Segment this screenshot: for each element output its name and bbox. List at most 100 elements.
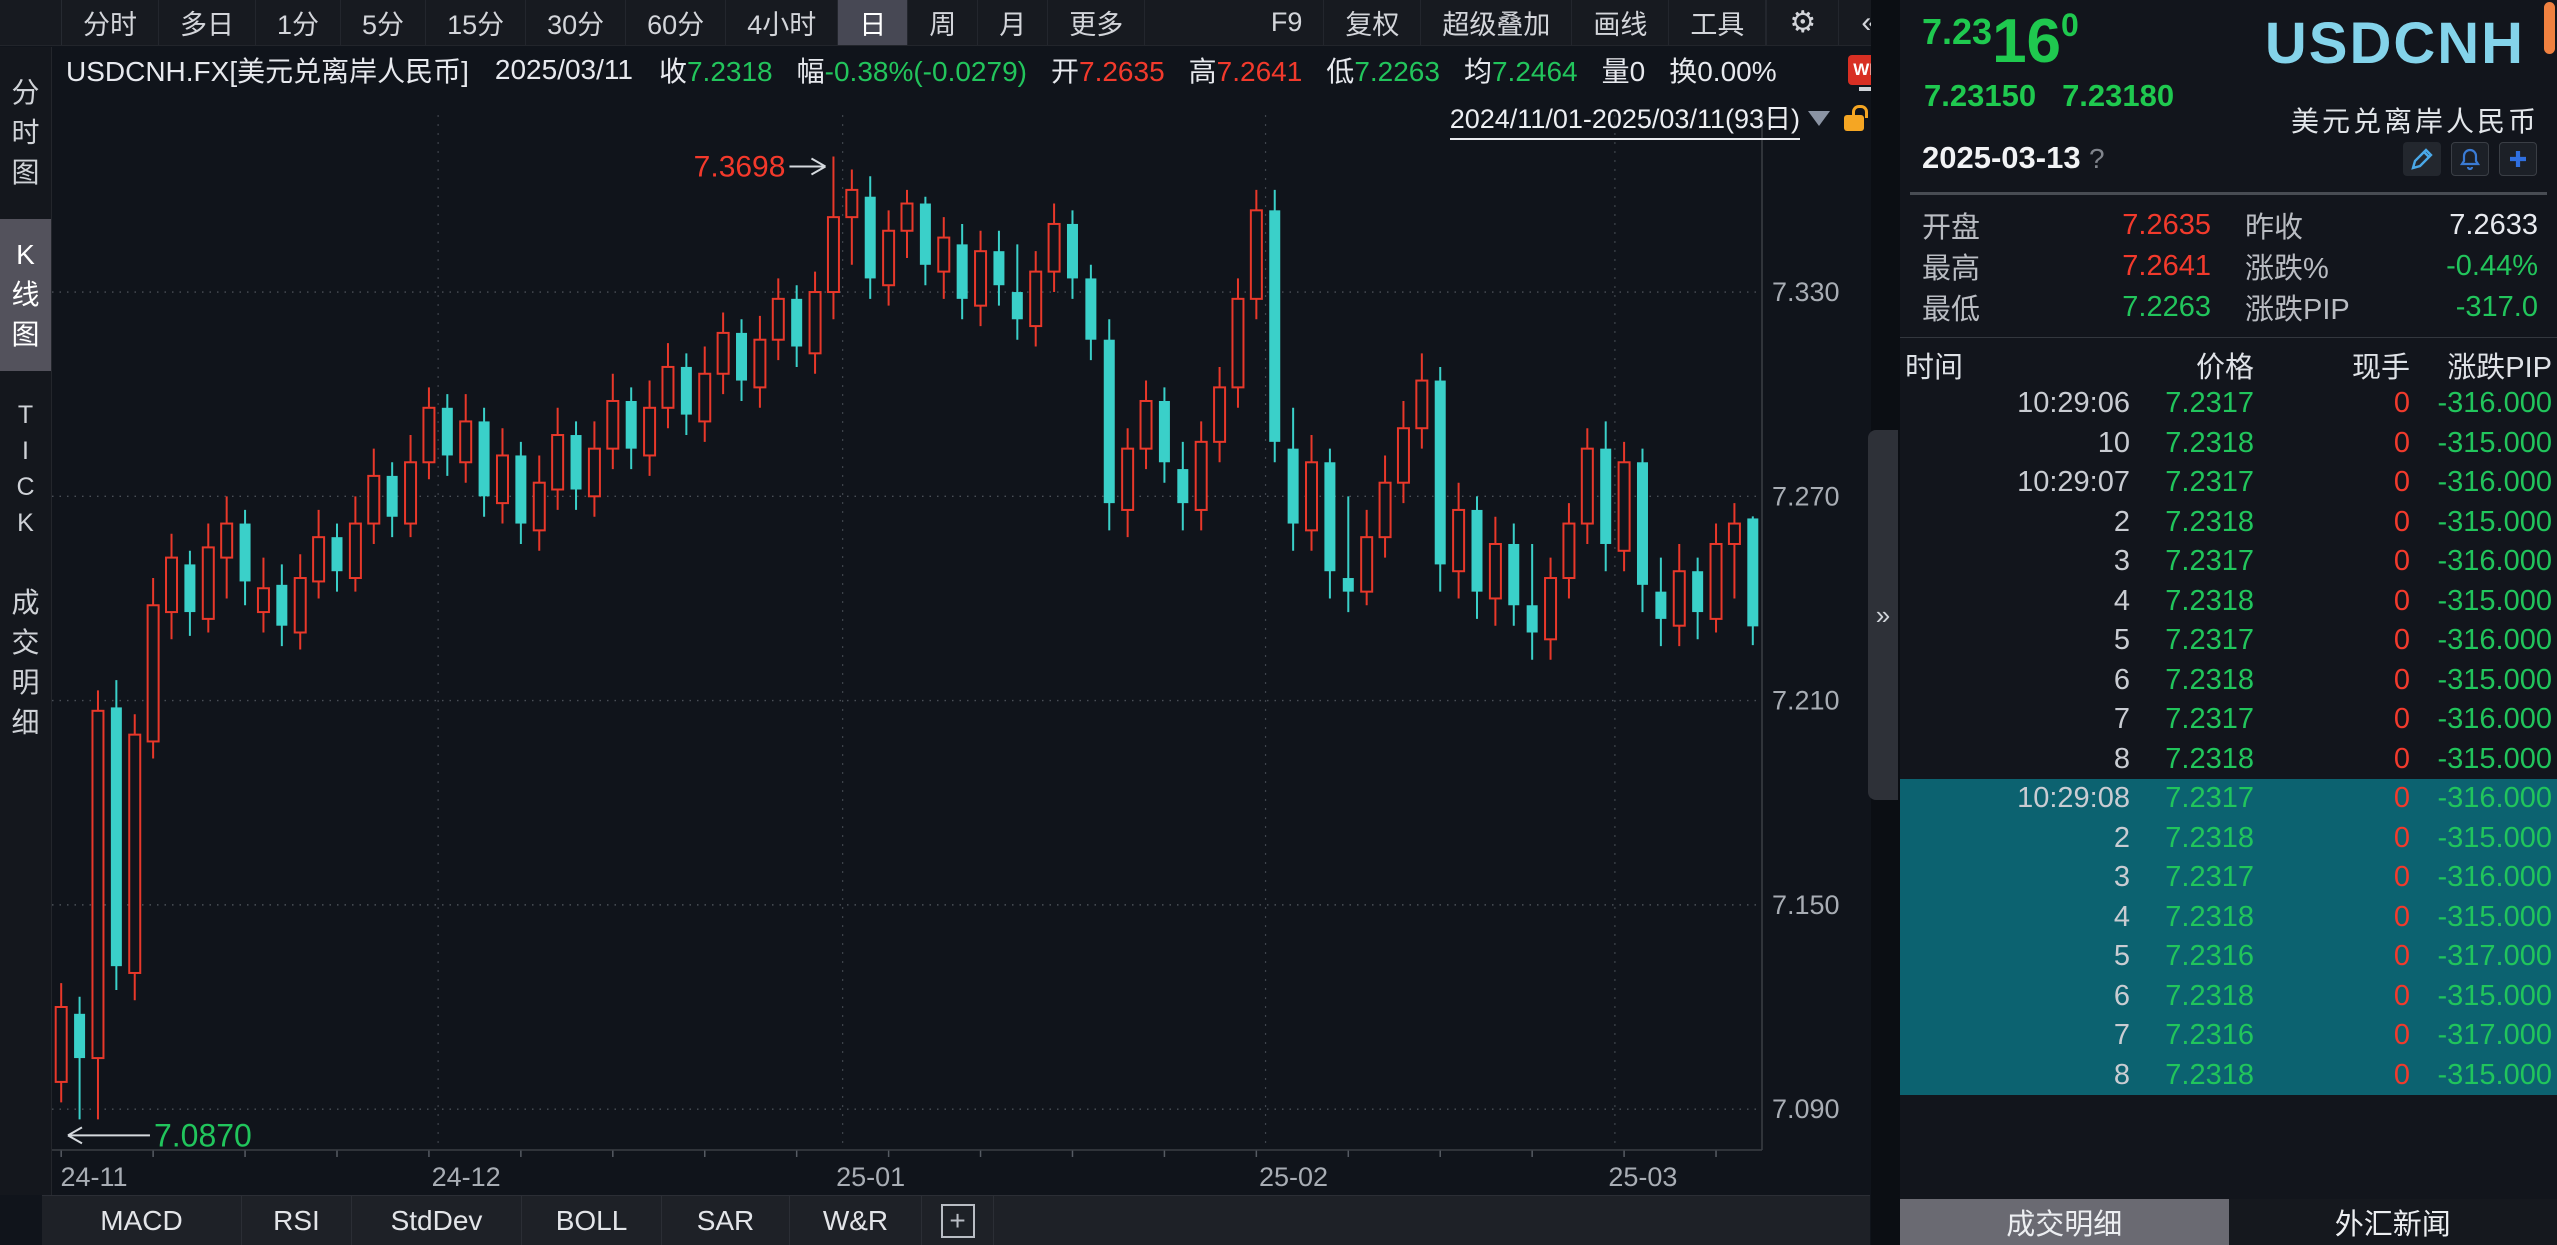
period-button-多日[interactable]: 多日 xyxy=(159,0,256,45)
info-field-换: 换0.00% xyxy=(1669,56,1777,87)
date-range-text[interactable]: 2024/11/01-2025/03/11(93日) xyxy=(1449,97,1800,140)
trade-price: 7.2318 xyxy=(2165,742,2254,775)
svg-text:25-03: 25-03 xyxy=(1608,1162,1677,1192)
stat-value-开盘: 7.2635 xyxy=(2122,208,2211,241)
trade-pip: -316.000 xyxy=(2437,703,2553,736)
toolbar-button-F9[interactable]: F9 xyxy=(1250,0,1325,45)
sidebar-item-分时图[interactable]: 分时图 xyxy=(11,77,40,188)
trade-pip: -316.000 xyxy=(2437,861,2553,894)
indicator-button-RSI[interactable]: RSI xyxy=(242,1196,352,1245)
trade-time: 8 xyxy=(2113,742,2130,775)
period-button-30分[interactable]: 30分 xyxy=(526,0,627,45)
period-button-60分[interactable]: 60分 xyxy=(626,0,727,45)
trade-row[interactable]: 3 7.2317 0 -316.000 xyxy=(1900,542,2557,582)
trade-pip: -315.000 xyxy=(2437,742,2553,775)
sidebar-item-成交明细[interactable]: 成交明细 xyxy=(11,587,40,738)
period-button-1分[interactable]: 1分 xyxy=(256,0,342,45)
toolbar-right-group: F9 复权 超级叠加 画线 工具 ⚙ « xyxy=(1250,0,1900,45)
trade-row[interactable]: 10:29:07 7.2317 0 -316.000 xyxy=(1900,463,2557,503)
quote-stat-row: 最低 7.2263 涨跌PIP -317.0 xyxy=(1922,286,2538,327)
period-button-周[interactable]: 周 xyxy=(908,0,979,45)
add-plus-icon[interactable] xyxy=(2499,142,2537,176)
trade-price: 7.2318 xyxy=(2165,900,2254,933)
trade-row[interactable]: 6 7.2318 0 -315.000 xyxy=(1900,976,2557,1016)
trade-price: 7.2318 xyxy=(2165,426,2254,459)
trade-price: 7.2317 xyxy=(2165,545,2254,578)
panel-scrollbar-thumb[interactable] xyxy=(2544,2,2555,54)
candlestick-chart-area: 2024/11/01-2025/03/11(93日) 7.330 7.270 7.2… xyxy=(52,93,1870,1195)
trade-row[interactable]: 2 7.2318 0 -315.000 xyxy=(1900,818,2557,858)
trade-pip: -317.000 xyxy=(2437,940,2553,973)
toolbar-button-工具[interactable]: 工具 xyxy=(1669,0,1767,45)
unlocked-padlock-icon[interactable] xyxy=(1844,104,1868,131)
trade-row[interactable]: 2 7.2318 0 -315.000 xyxy=(1900,503,2557,543)
trade-row[interactable]: 4 7.2318 0 -315.000 xyxy=(1900,897,2557,937)
stat-label-最高: 最高 xyxy=(1922,253,1981,285)
stat-value-最高: 7.2641 xyxy=(2122,249,2211,282)
trade-row[interactable]: 8 7.2318 0 -315.000 xyxy=(1900,740,2557,780)
panel-collapse-handle[interactable]: » xyxy=(1868,430,1898,800)
period-button-4小时[interactable]: 4小时 xyxy=(726,0,839,45)
add-indicator-button[interactable]: + xyxy=(922,1196,994,1245)
trade-lots: 0 xyxy=(2393,624,2410,657)
indicator-button-SAR[interactable]: SAR xyxy=(662,1196,790,1245)
trade-row[interactable]: 10:29:06 7.2317 0 -316.000 xyxy=(1900,384,2557,424)
toolbar-button-超级叠加[interactable]: 超级叠加 xyxy=(1421,0,1573,45)
trade-row[interactable]: 7 7.2317 0 -316.000 xyxy=(1900,700,2557,740)
candlestick-plot[interactable]: 7.330 7.270 7.210 7.150 7.090 24-11 24-12 25-01… xyxy=(52,115,1870,1195)
trade-row[interactable]: 8 7.2318 0 -315.000 xyxy=(1900,1055,2557,1095)
trade-time: 10:29:08 xyxy=(2017,782,2130,815)
quote-stat-row: 最高 7.2641 涨跌% -0.44% xyxy=(1922,245,2538,286)
info-field-低: 低7.2263 xyxy=(1326,56,1440,87)
trade-row[interactable]: 10:29:08 7.2317 0 -316.000 xyxy=(1900,779,2557,819)
caret-down-icon[interactable] xyxy=(1808,111,1830,126)
edit-pencil-icon[interactable] xyxy=(2403,142,2441,176)
symbol-title: USDCNH.FX[美元兑离岸人民币] xyxy=(66,56,469,87)
trade-lots: 0 xyxy=(2393,782,2410,815)
trade-pip: -315.000 xyxy=(2437,1058,2553,1091)
help-question-icon[interactable]: ? xyxy=(2089,143,2105,174)
trade-time: 6 xyxy=(2113,663,2130,696)
indicator-button-MACD[interactable]: MACD xyxy=(42,1196,242,1245)
trade-price: 7.2318 xyxy=(2165,584,2254,617)
indicator-button-BOLL[interactable]: BOLL xyxy=(522,1196,662,1245)
symbol-info-bar: USDCNH.FX[美元兑离岸人民币] 2025/03/11 收7.2318 幅-… xyxy=(0,47,1900,93)
trade-row[interactable]: 5 7.2317 0 -316.000 xyxy=(1900,621,2557,661)
svg-text:25-01: 25-01 xyxy=(836,1162,905,1192)
period-button-日[interactable]: 日 xyxy=(838,0,909,45)
toolbar-spacer xyxy=(0,0,62,45)
trade-row[interactable]: 7 7.2316 0 -317.000 xyxy=(1900,1016,2557,1056)
trade-pip: -316.000 xyxy=(2437,545,2553,578)
trade-pip: -316.000 xyxy=(2437,387,2553,420)
trade-row[interactable]: 3 7.2317 0 -316.000 xyxy=(1900,858,2557,898)
gear-icon[interactable]: ⚙ xyxy=(1766,0,1838,45)
indicator-button-W&R[interactable]: W&R xyxy=(790,1196,922,1245)
svg-text:7.270: 7.270 xyxy=(1772,481,1840,511)
trade-lots: 0 xyxy=(2393,742,2410,775)
trade-lots: 0 xyxy=(2393,979,2410,1012)
toolbar-button-画线[interactable]: 画线 xyxy=(1572,0,1670,45)
quote-panel: 7.23160 USDCNH 7.23150 7.23180 美元兑离岸人民币 2… xyxy=(1900,0,2557,1245)
period-toolbar: 分时 多日 1分 5分 15分 30分 60分 4小时日周月更多 F9 复权 超级叠加 画线 工具 ⚙ « xyxy=(0,0,1900,46)
svg-text:7.150: 7.150 xyxy=(1772,890,1840,920)
panel-tab-成交明细[interactable]: 成交明细 xyxy=(1900,1199,2229,1245)
trade-row[interactable]: 10 7.2318 0 -315.000 xyxy=(1900,424,2557,464)
period-button-分时[interactable]: 分时 xyxy=(62,0,159,45)
plus-box-icon: + xyxy=(940,1203,975,1238)
trade-row[interactable]: 5 7.2316 0 -317.000 xyxy=(1900,937,2557,977)
date-range-selector[interactable]: 2024/11/01-2025/03/11(93日) xyxy=(1449,97,1868,140)
alert-bell-icon[interactable] xyxy=(2451,142,2489,176)
period-button-更多[interactable]: 更多 xyxy=(1048,0,1146,45)
period-button-15分[interactable]: 15分 xyxy=(426,0,527,45)
trade-row[interactable]: 6 7.2318 0 -315.000 xyxy=(1900,661,2557,701)
trade-row[interactable]: 4 7.2318 0 -315.000 xyxy=(1900,582,2557,622)
last-price-main: 7.23 xyxy=(1922,11,1993,52)
panel-divider-2 xyxy=(1900,337,2557,338)
panel-tab-外汇新闻[interactable]: 外汇新闻 xyxy=(2334,1209,2451,1241)
period-button-月[interactable]: 月 xyxy=(978,0,1049,45)
indicator-button-StdDev[interactable]: StdDev xyxy=(352,1196,522,1245)
toolbar-button-复权[interactable]: 复权 xyxy=(1324,0,1422,45)
period-button-5分[interactable]: 5分 xyxy=(341,0,427,45)
